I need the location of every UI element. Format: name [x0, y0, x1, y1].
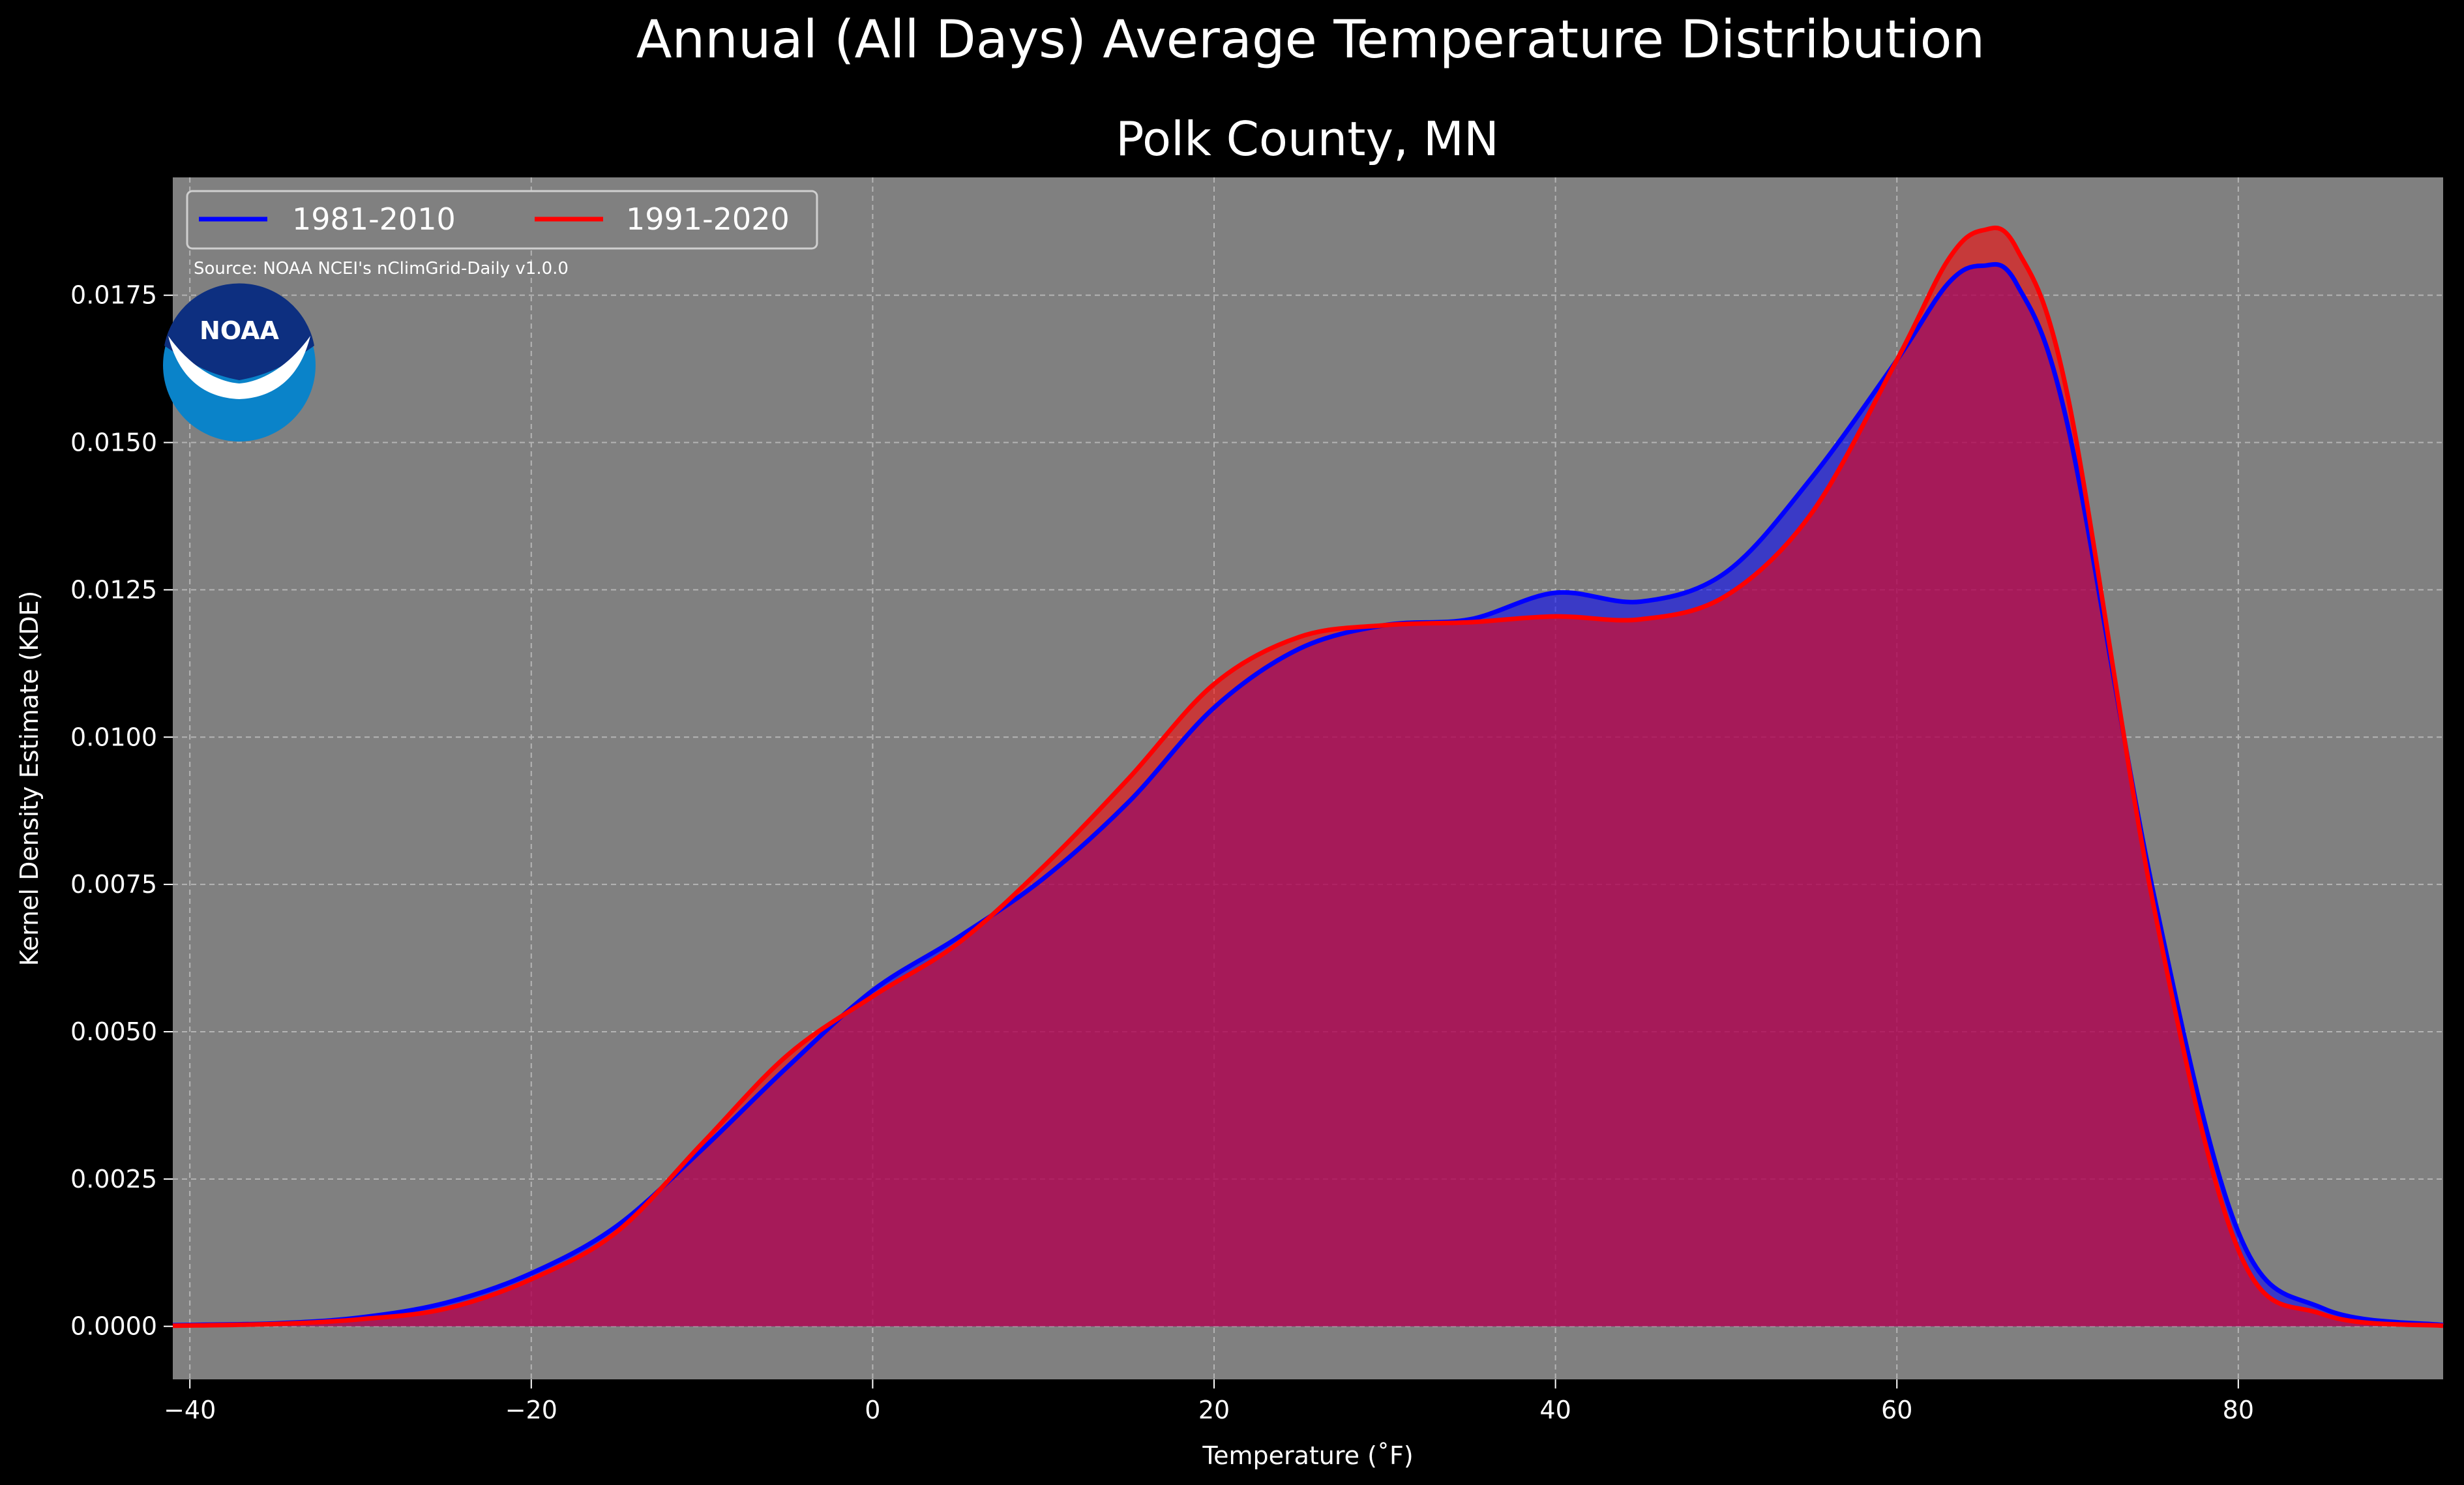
noaa-logo: NOAA: [163, 283, 316, 442]
y-axis-ticks: 0.0000 0.0025 0.0050 0.0075 0.0100 0.0125 0.01…: [70, 281, 173, 1341]
x-tick-label: 0: [865, 1396, 880, 1424]
legend-label-1991-2020: 1991-2020: [626, 202, 790, 237]
x-tick-label: 40: [1539, 1396, 1571, 1424]
y-tick-label: 0.0050: [70, 1017, 157, 1046]
series-lines: [172, 225, 2444, 1328]
x-tick-label: 60: [1881, 1396, 1912, 1424]
y-tick-label: 0.0100: [70, 723, 157, 751]
y-tick-label: 0.0125: [70, 575, 157, 604]
y-tick-label: 0.0150: [70, 428, 157, 457]
legend-label-1981-2010: 1981-2010: [292, 202, 456, 237]
y-tick-label: 0.0175: [70, 281, 157, 310]
legend: 1981-2010 1991-2020: [186, 190, 818, 250]
y-tick-label: 0.0025: [70, 1165, 157, 1193]
x-axis-label: Temperature (˚F): [1202, 1441, 1413, 1470]
legend-box: [186, 190, 818, 250]
chart-subtitle: Polk County, MN: [1116, 112, 1499, 166]
y-axis-label: Kernel Density Estimate (KDE): [15, 591, 44, 967]
x-tick-label: −20: [505, 1396, 557, 1424]
x-axis-ticks: −40 −20 0 20 40 60 80: [164, 1379, 2254, 1424]
source-note: Source: NOAA NCEI's nClimGrid-Daily v1.0…: [194, 259, 569, 278]
logo-gull: [168, 336, 310, 399]
y-tick-label: 0.0000: [70, 1312, 157, 1341]
line-1991-2020: [172, 225, 2444, 1328]
logo-text: NOAA: [200, 316, 279, 345]
area-1991-2020: [173, 228, 2443, 1327]
series-areas: [173, 228, 2443, 1327]
x-tick-label: 80: [2223, 1396, 2254, 1424]
x-tick-label: 20: [1198, 1396, 1230, 1424]
logo-top: [164, 283, 314, 380]
chart-title: Annual (All Days) Average Temperature Di…: [636, 9, 1985, 70]
logo-gull-tail: [215, 382, 273, 393]
y-tick-label: 0.0075: [70, 870, 157, 899]
x-tick-label: −40: [164, 1396, 216, 1424]
